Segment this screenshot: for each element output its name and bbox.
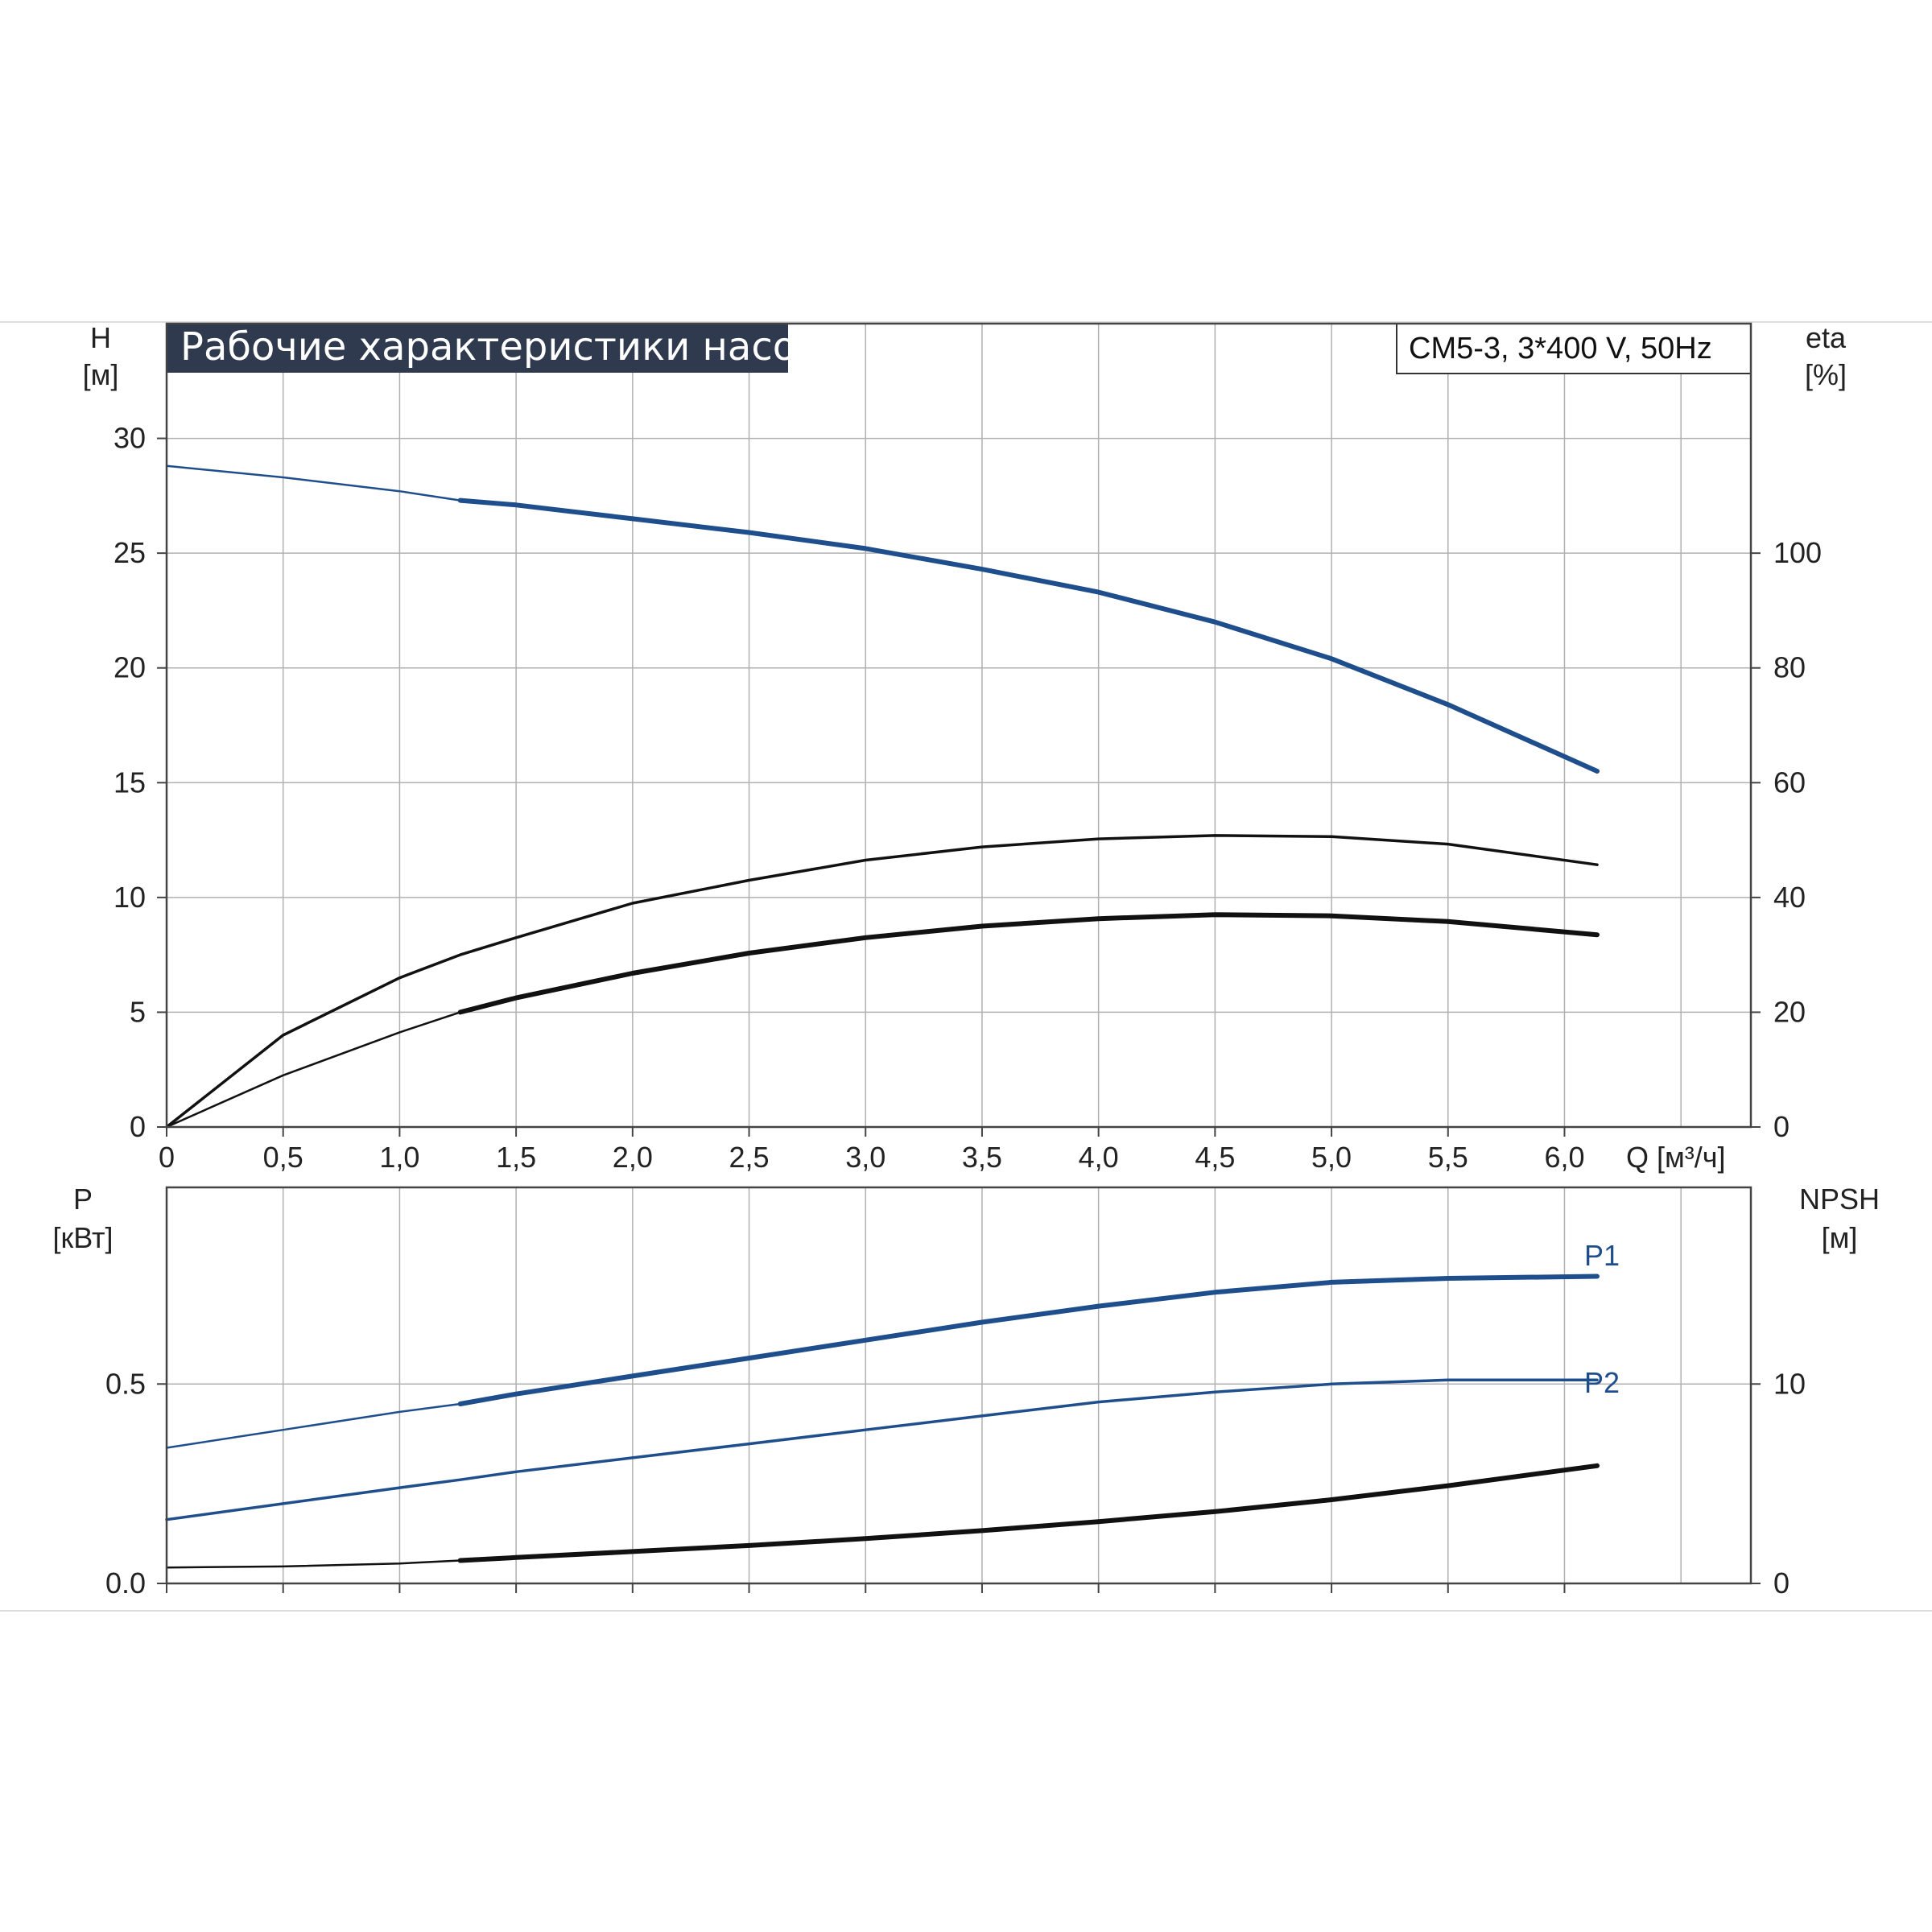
top-right-tick-label: 40 [1773,881,1806,914]
bottom-right-tick-label: 0 [1773,1567,1790,1600]
top-plot-frame [165,322,1752,1129]
h-axis-unit: [м] [83,358,119,391]
x-tick-label: 4,0 [1079,1141,1119,1174]
model-label: CM5-3, 3*400 V, 50Hz [1409,332,1712,365]
bottom-ticks: 0.0 0.5 0 10 [105,1367,1806,1600]
top-series-0-thin [165,464,461,502]
x-tick-label: 5,5 [1428,1141,1468,1174]
x-tick-label: 0 [159,1141,175,1174]
x-tick-label: 2,5 [729,1141,770,1174]
p-axis-title: P [73,1183,93,1216]
top-left-tick-label: 25 [114,536,146,569]
bottom-left-tick-label: 0.5 [105,1367,146,1400]
x-tick-label: 2,0 [613,1141,653,1174]
model-box [1396,323,1752,374]
bottom-series-2-bold [457,1463,1600,1563]
title-box [167,324,788,373]
bottom-series-p2 [165,1378,1599,1521]
h-axis-title: H [90,321,111,354]
top-left-tick-label: 30 [114,422,146,455]
series-label-p2: P2 [1584,1366,1620,1399]
eta-axis-title: eta [1806,321,1847,354]
top-series [165,464,1600,1129]
chart-title: Рабочие характеристики насоса [180,324,841,369]
bottom-plot-frame [165,1186,1752,1585]
x-tick-label: 0,5 [263,1141,303,1174]
p-axis-unit: [кВт] [52,1221,113,1254]
top-left-tick-label: 10 [114,881,146,914]
x-tick-label: 3,0 [845,1141,886,1174]
top-left-tick-label: 0 [130,1110,146,1143]
x-tick-label: 1,5 [496,1141,536,1174]
x-tick-label: 1,0 [379,1141,419,1174]
top-ticks: 0 5 10 15 20 25 30 0 20 40 60 80 100 0 0,5 1,0 1,5 2,0 2,5… [114,422,1822,1174]
series-label-p1: P1 [1584,1239,1620,1272]
top-series-0-bold [457,497,1600,774]
eta-axis-unit: [%] [1805,358,1847,391]
top-left-tick-label: 15 [114,766,146,799]
x-tick-label: 5,0 [1311,1141,1352,1174]
top-right-tick-label: 60 [1773,766,1806,799]
top-grid [167,324,1751,1127]
x-tick-label: 3,5 [962,1141,1002,1174]
top-left-tick-label: 5 [130,995,146,1028]
top-series-2-bold [457,912,1600,1015]
top-right-tick-label: 100 [1773,536,1822,569]
top-series-1 [165,834,1599,1129]
bottom-series [165,1274,1600,1569]
q-axis-title: Q [м³/ч] [1626,1141,1726,1174]
npsh-axis-title: NPSH [1799,1183,1880,1216]
top-right-tick-label: 0 [1773,1110,1790,1143]
x-tick-label: 4,5 [1195,1141,1235,1174]
x-tick-label: 6,0 [1544,1141,1584,1174]
top-left-tick-label: 20 [114,651,146,684]
bottom-series-p1-bold [457,1274,1600,1406]
top-series-2-thin [165,1011,461,1129]
top-right-tick-label: 80 [1773,651,1806,684]
bottom-series-2-thin [165,1559,461,1569]
bottom-series-p1-thin [165,1402,461,1449]
npsh-axis-unit: [м] [1822,1221,1858,1254]
top-right-tick-label: 20 [1773,995,1806,1028]
bottom-left-tick-label: 0.0 [105,1567,146,1600]
bottom-grid [167,1187,1751,1583]
bottom-right-tick-label: 10 [1773,1367,1806,1400]
